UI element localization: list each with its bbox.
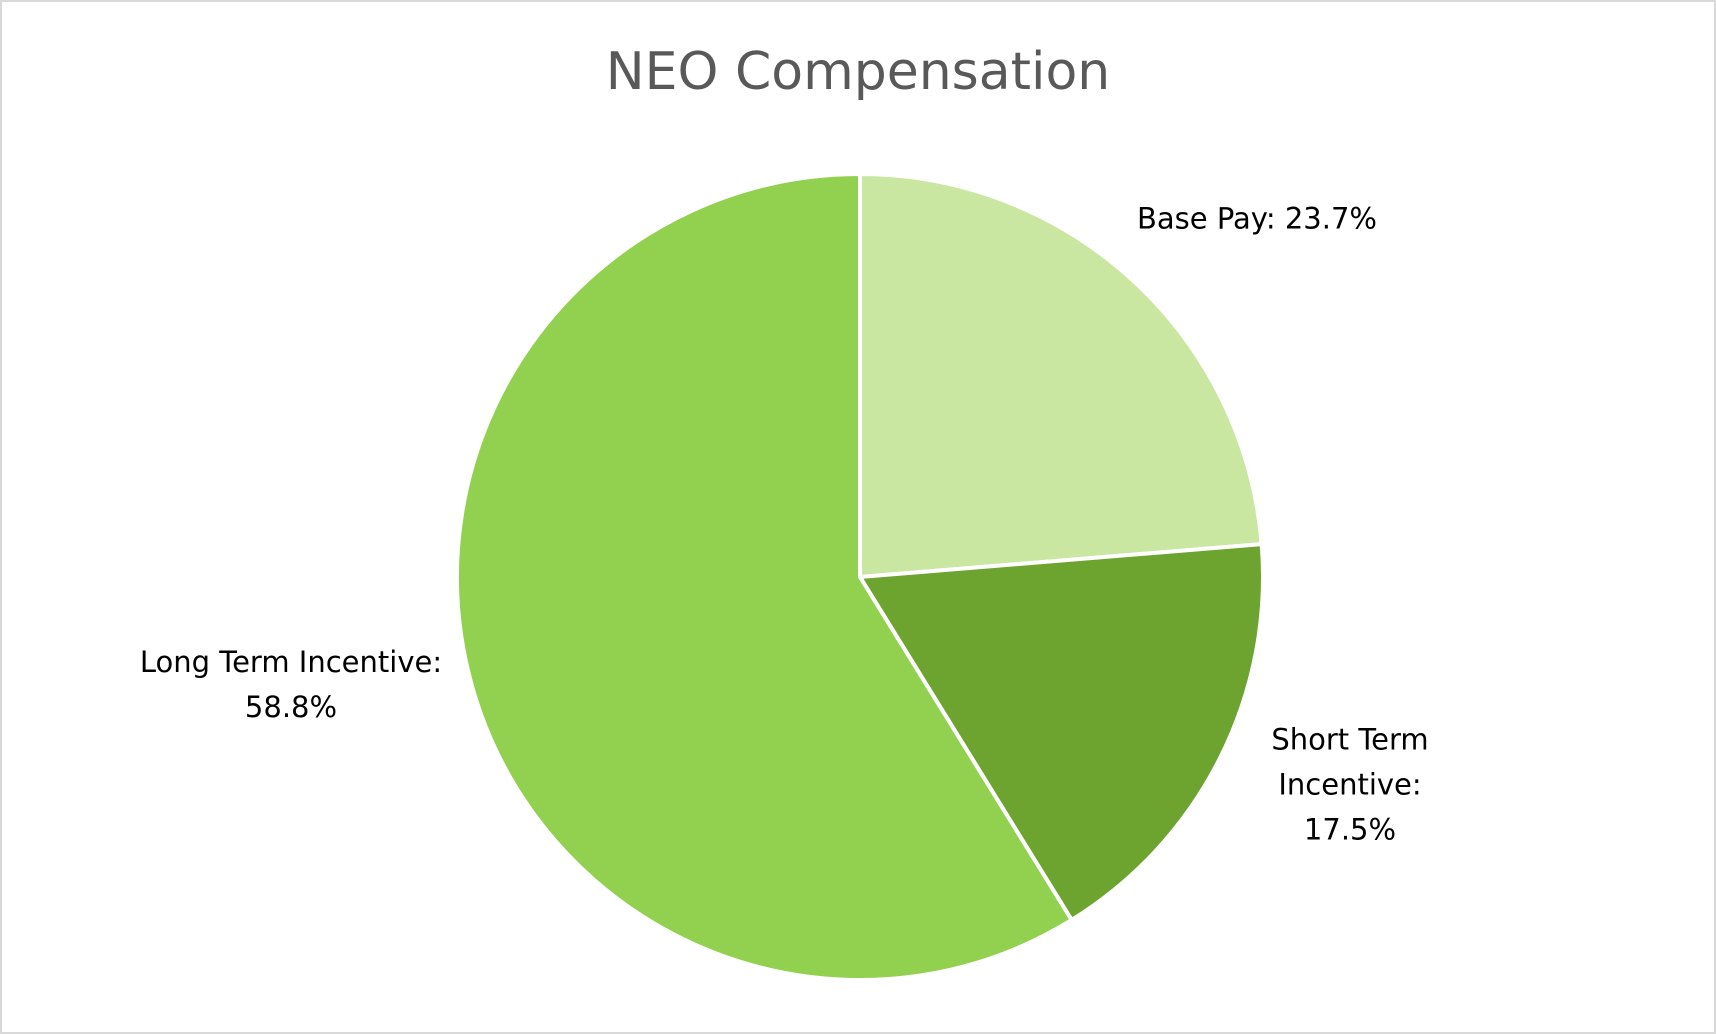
pie-slice <box>455 172 1074 982</box>
data-label: Long Term Incentive: 58.8% <box>139 645 443 724</box>
data-label: Base Pay: 23.7% <box>1137 201 1377 236</box>
pie-slice <box>858 542 1266 922</box>
pie-slice <box>858 172 1264 579</box>
chart-title: NEO Compensation <box>605 42 1111 102</box>
data-label: Short Term Incentive: 17.5% <box>1271 722 1429 847</box>
